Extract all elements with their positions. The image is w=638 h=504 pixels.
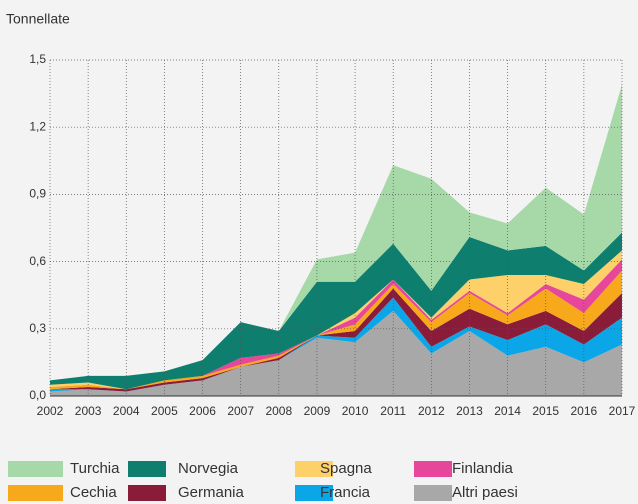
area (50, 250, 622, 390)
x-tick-label: 2007 (227, 404, 254, 418)
x-tick-label: 2012 (418, 404, 445, 418)
area (50, 84, 622, 381)
y-tick-label: 1,5 (29, 52, 46, 66)
x-tick-label: 2013 (456, 404, 483, 418)
x-tick-label: 2003 (75, 404, 102, 418)
area (50, 270, 622, 390)
legend-swatch (295, 485, 333, 501)
legend-label: Turchia (70, 460, 120, 477)
x-tick-label: 2017 (609, 404, 636, 418)
x-tick-label: 2004 (113, 404, 140, 418)
x-tick-label: 2014 (494, 404, 521, 418)
area (50, 288, 622, 392)
y-tick-label: 0,0 (29, 388, 46, 402)
area (50, 310, 622, 396)
area (50, 232, 622, 390)
x-tick-label: 2016 (571, 404, 598, 418)
y-tick-label: 1,2 (29, 119, 46, 133)
legend-label: Cechia (70, 484, 117, 501)
legend-swatch (414, 461, 452, 477)
legend-swatch (295, 461, 333, 477)
y-tick-label: 0,6 (29, 254, 46, 268)
y-tick-label: 0,9 (29, 187, 46, 201)
x-tick-label: 2009 (304, 404, 331, 418)
x-tick-label: 2006 (189, 404, 216, 418)
legend-swatch (8, 485, 63, 501)
x-tick-label: 2011 (380, 404, 406, 418)
legend-label: Francia (320, 484, 371, 501)
y-axis-label: Tonnellate (6, 11, 70, 27)
legend-label: Spagna (320, 460, 372, 477)
area (50, 297, 622, 392)
legend-label: Finlandia (452, 460, 514, 477)
legend-swatch (8, 461, 63, 477)
legend-swatch (128, 461, 166, 477)
legend-label: Altri paesi (452, 484, 518, 501)
x-tick-label: 2005 (151, 404, 178, 418)
x-tick-label: 2008 (265, 404, 292, 418)
legend-swatch (128, 485, 166, 501)
legend-label: Germania (178, 484, 245, 501)
x-tick-label: 2015 (532, 404, 559, 418)
x-tick-label: 2010 (342, 404, 369, 418)
legend-swatch (414, 485, 452, 501)
y-tick-label: 0,3 (29, 321, 46, 335)
x-tick-label: 2002 (37, 404, 64, 418)
legend-label: Norvegia (178, 460, 239, 477)
